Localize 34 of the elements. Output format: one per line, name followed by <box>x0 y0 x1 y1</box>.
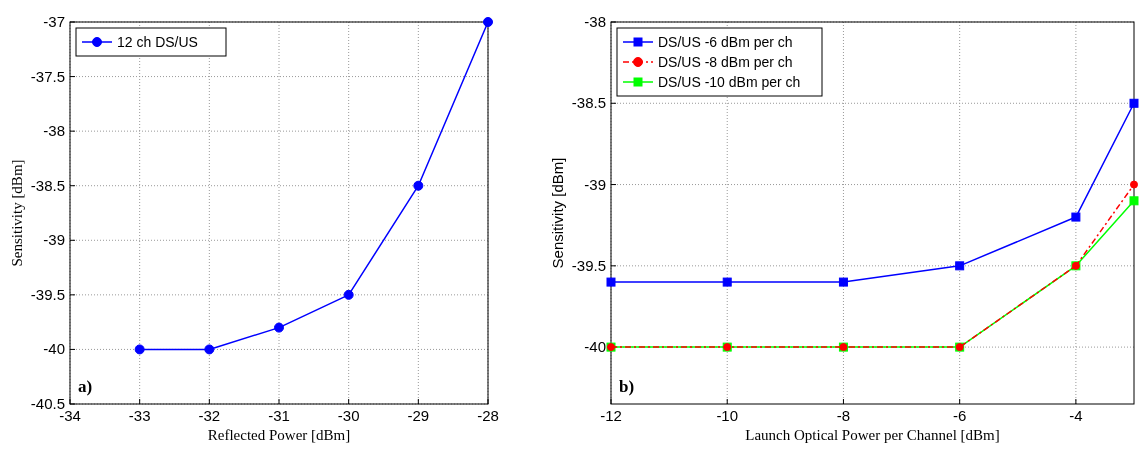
x-tick-label: -31 <box>268 407 290 424</box>
y-tick-label: -40 <box>43 340 65 358</box>
x-tick-label: -10 <box>716 407 739 424</box>
x-tick-label: -30 <box>337 407 360 424</box>
legend-label: DS/US -8 dBm per ch <box>658 54 793 70</box>
y-tick-label: -39.5 <box>571 256 606 274</box>
x-tick-label: -4 <box>1069 407 1083 424</box>
y-tick-label: -38.5 <box>571 94 606 112</box>
x-tick-label: -6 <box>952 407 967 424</box>
y-tick-label: -39 <box>584 175 606 193</box>
y-tick-label: -39 <box>43 231 65 249</box>
annotation: a) <box>78 377 93 396</box>
y-tick-label: -38 <box>43 122 65 140</box>
y-tick-label: -40 <box>584 338 606 356</box>
y-tick-label: -40.5 <box>30 395 65 412</box>
x-tick-label: -8 <box>836 407 851 424</box>
x-tick-label: -12 <box>600 407 622 424</box>
y-tick-label: -38 <box>584 13 606 30</box>
y-axis-title: Sensitivity [dBm] <box>549 157 566 269</box>
x-tick-label: -33 <box>128 407 151 424</box>
x-tick-label: -32 <box>198 407 221 424</box>
y-tick-label: -38.5 <box>30 176 65 194</box>
legend-label: DS/US -10 dBm per ch <box>658 74 801 90</box>
legend-label: DS/US -6 dBm per ch <box>658 34 793 50</box>
y-tick-label: -39.5 <box>30 285 65 303</box>
x-tick-label: -29 <box>407 407 430 424</box>
y-tick-label: -37 <box>43 13 65 30</box>
annotation: b) <box>619 377 635 396</box>
x-tick-label: -28 <box>477 407 499 424</box>
y-axis-title: Sensitivity [dBm] <box>9 159 25 267</box>
legend-label: 12 ch DS/US <box>117 34 198 50</box>
y-tick-label: -37.5 <box>30 67 65 85</box>
x-axis-title: Launch Optical Power per Channel [dBm] <box>745 427 1000 443</box>
x-axis-title: Reflected Power [dBm] <box>207 427 351 443</box>
